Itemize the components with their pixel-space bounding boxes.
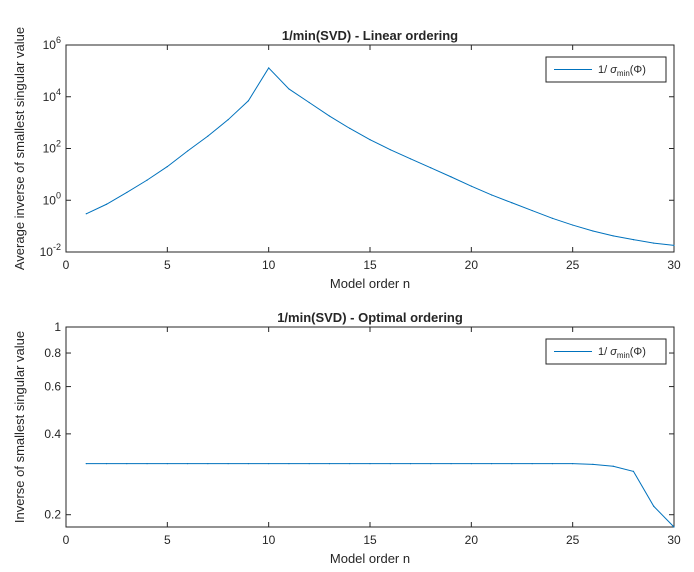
y-axis-label: Average inverse of smallest singular val…	[12, 27, 27, 270]
y-tick-label: 1	[54, 320, 61, 334]
data-point	[288, 462, 290, 465]
data-point	[207, 462, 209, 465]
series-line	[86, 463, 675, 528]
data-point	[308, 462, 310, 465]
data-point	[531, 462, 533, 465]
x-tick-label: 5	[164, 258, 171, 272]
data-point	[166, 462, 168, 465]
data-point	[673, 526, 675, 528]
y-tick-label: 0.2	[44, 508, 61, 522]
data-point	[470, 185, 472, 187]
data-point	[268, 67, 270, 69]
data-point	[247, 100, 249, 102]
data-point	[207, 135, 209, 137]
x-axis-label: Model order n	[330, 276, 410, 291]
data-point	[450, 176, 452, 178]
data-point	[328, 115, 331, 117]
x-tick-label: 30	[667, 258, 681, 272]
data-point	[268, 462, 270, 465]
data-point	[673, 244, 675, 246]
top-plot: 0 5 10 15 20 25 30 10-2 100 102 104 106 1/min(SVD) -…	[12, 27, 681, 291]
data-point	[187, 462, 189, 465]
data-point	[369, 462, 371, 465]
data-point	[632, 470, 635, 472]
x-tick-label: 15	[363, 258, 377, 272]
x-tick-label: 20	[465, 533, 479, 547]
data-point	[389, 462, 391, 465]
data-point	[126, 191, 128, 194]
y-tick-label: 0.4	[44, 427, 61, 441]
data-point	[511, 202, 513, 204]
bottom-plot: 0 5 10 15 20 25 30 0.2 0.4 0.6 0.8 1 1/min(SVD) - Op…	[12, 310, 681, 566]
y-tick-label: 102	[43, 139, 61, 156]
y-tick-label: 0.8	[44, 346, 61, 360]
data-point	[430, 167, 432, 169]
data-point	[146, 179, 148, 181]
data-point	[126, 462, 128, 465]
legend-label: 1/ σmin(Φ)	[598, 346, 646, 360]
data-point	[551, 217, 554, 219]
legend: 1/ σmin(Φ)	[545, 338, 667, 365]
data-point	[430, 462, 432, 465]
x-axis-label: Model order n	[330, 551, 410, 566]
y-axis-label: Inverse of smallest singular value	[12, 331, 27, 523]
x-tick-label: 15	[363, 533, 377, 547]
y-tick-label: 100	[43, 190, 61, 207]
data-point	[369, 139, 371, 141]
data-point	[247, 462, 249, 465]
data-point	[227, 462, 229, 465]
x-tick-label: 0	[63, 258, 70, 272]
data-point	[592, 230, 594, 232]
data-point	[572, 462, 574, 465]
data-point	[470, 462, 472, 465]
x-tick-label: 25	[566, 258, 580, 272]
data-point	[632, 239, 635, 241]
data-point	[592, 463, 594, 465]
data-point	[511, 462, 513, 465]
series-line	[86, 67, 675, 246]
data-point	[349, 127, 351, 129]
data-point	[450, 462, 452, 465]
y-tick-label: 104	[43, 87, 61, 104]
data-point	[85, 462, 87, 465]
data-point	[328, 462, 331, 465]
y-tick-label: 0.6	[44, 380, 61, 394]
data-point	[612, 235, 614, 237]
x-tick-label: 20	[465, 258, 479, 272]
data-point	[389, 149, 391, 151]
x-tick-label: 25	[566, 533, 580, 547]
legend-label: 1/ σmin(Φ)	[598, 64, 646, 78]
data-point	[531, 209, 533, 212]
data-point	[409, 158, 412, 160]
data-point	[491, 194, 493, 196]
x-tick-label: 0	[63, 533, 70, 547]
data-point	[146, 462, 148, 465]
data-point	[308, 101, 310, 104]
x-tick-label: 10	[262, 533, 276, 547]
x-tick-label: 5	[164, 533, 171, 547]
x-tick-label: 30	[667, 533, 681, 547]
data-point	[105, 203, 108, 205]
data-point	[349, 462, 351, 465]
data-point	[612, 465, 614, 467]
chart-title: 1/min(SVD) - Optimal ordering	[277, 310, 463, 325]
data-point	[551, 462, 554, 465]
legend: 1/ σmin(Φ)	[545, 56, 667, 83]
data-point	[227, 119, 229, 121]
data-point	[85, 213, 87, 215]
data-point	[187, 150, 189, 152]
data-point	[653, 505, 655, 507]
y-tick-label: 106	[43, 35, 61, 52]
y-tick-label: 10-2	[40, 242, 61, 259]
data-point	[491, 462, 493, 465]
data-point	[105, 462, 108, 465]
x-tick-label: 10	[262, 258, 276, 272]
data-point	[653, 242, 655, 244]
data-point	[288, 88, 290, 90]
chart-title: 1/min(SVD) - Linear ordering	[282, 28, 458, 43]
data-point	[572, 224, 574, 226]
data-point	[166, 165, 168, 168]
data-point	[409, 462, 412, 465]
